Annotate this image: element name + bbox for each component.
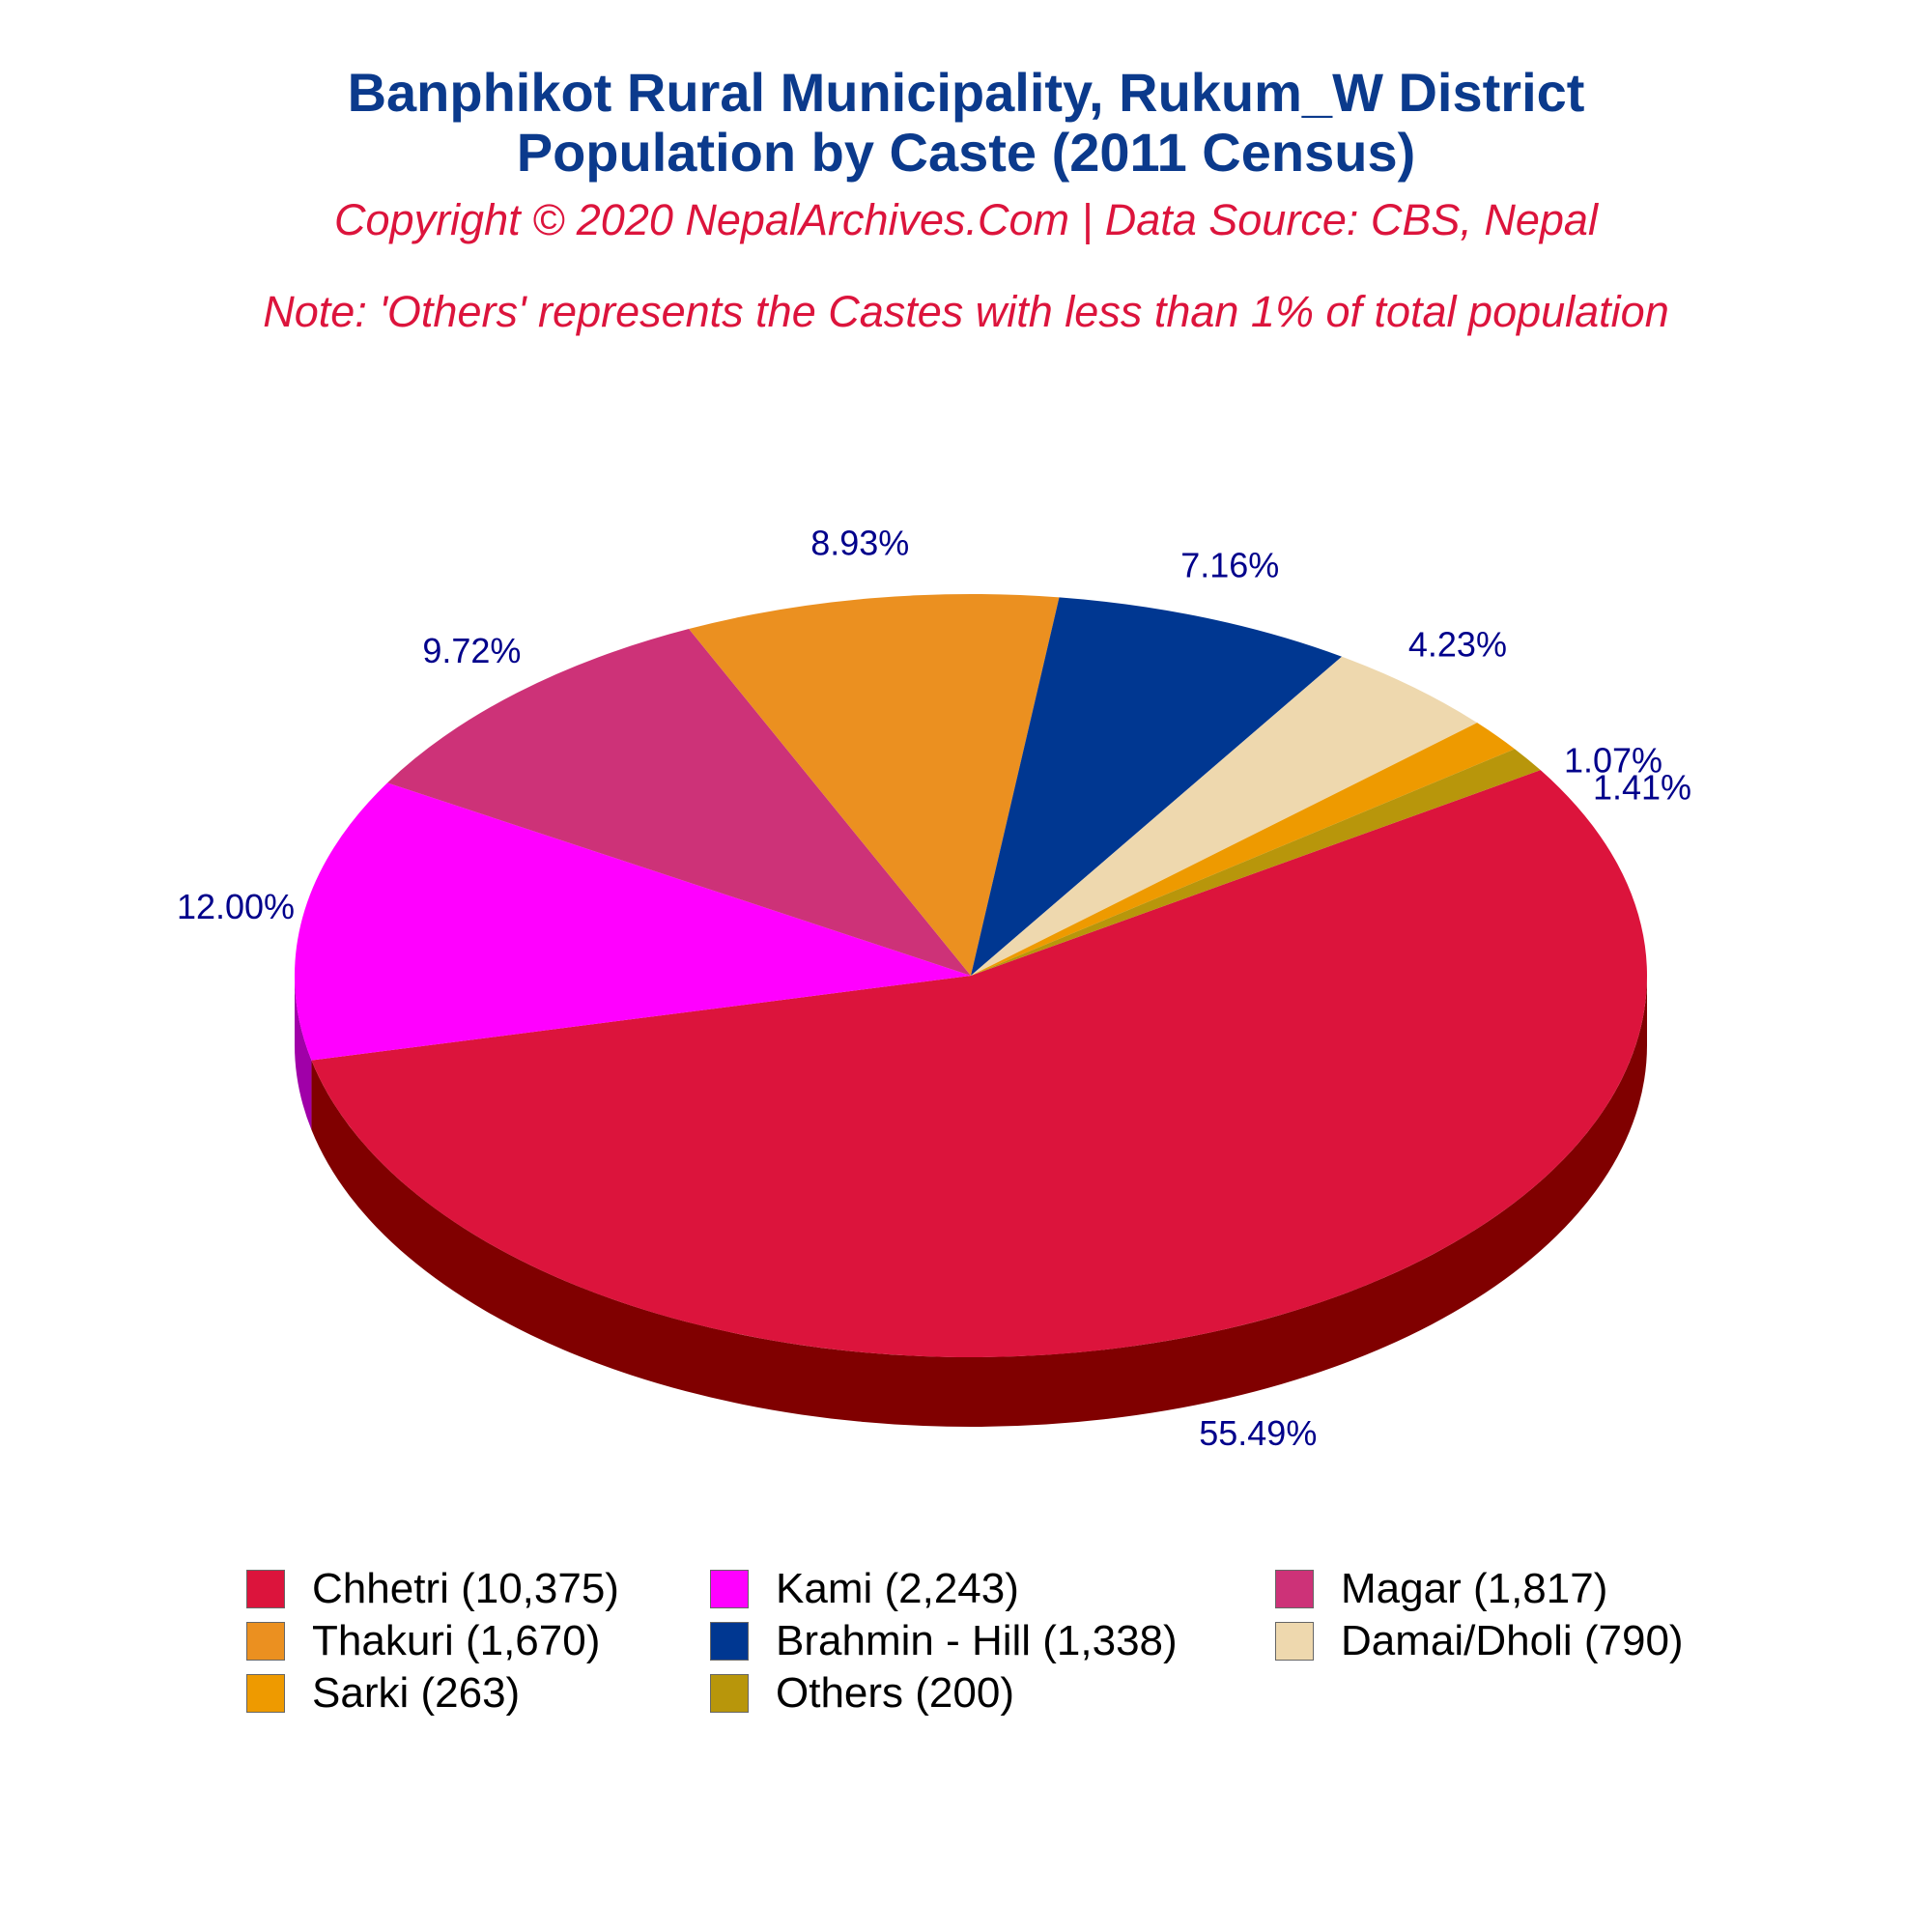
legend-label: Sarki (263)	[312, 1669, 521, 1717]
legend-swatch	[246, 1622, 285, 1661]
legend-label: Kami (2,243)	[776, 1565, 1019, 1612]
pie-slice-thakuri	[689, 594, 1060, 976]
pie-label-damai-dholi: 4.23%	[1408, 624, 1507, 664]
legend-item-sarki: Sarki (263)	[246, 1669, 520, 1718]
legend-swatch	[246, 1570, 285, 1608]
copyright-text: Copyright © 2020 NepalArchives.Com | Dat…	[334, 195, 1598, 244]
pie-label-magar: 9.72%	[422, 631, 521, 670]
pie-slices	[295, 594, 1648, 1357]
legend-label: Thakuri (1,670)	[312, 1617, 601, 1664]
pie-slice-others	[971, 749, 1541, 976]
legend-label: Others (200)	[776, 1669, 1014, 1717]
legend-item-kami: Kami (2,243)	[710, 1565, 1019, 1613]
pie-label-kami: 12.00%	[177, 887, 295, 926]
legend-item-damai-dholi: Damai/Dholi (790)	[1275, 1617, 1684, 1665]
legend-swatch	[246, 1674, 285, 1713]
pie-side-chhetri	[311, 976, 1648, 1427]
legend-item-chhetri: Chhetri (10,375)	[246, 1565, 619, 1613]
pie-slice-chhetri	[311, 770, 1648, 1357]
legend-item-others: Others (200)	[710, 1669, 1014, 1718]
legend-swatch	[710, 1570, 749, 1608]
pie-percent-labels: 55.49% 12.00% 9.72% 8.93% 7.16% 4.23% 1.41%1.0…	[177, 524, 1691, 1453]
chart-title-line-1: Banphikot Rural Municipality, Rukum_W Di…	[347, 62, 1585, 123]
legend-label: Magar (1,817)	[1341, 1565, 1608, 1612]
legend-label: Damai/Dholi (790)	[1341, 1617, 1684, 1664]
pie-side-walls	[295, 976, 1648, 1427]
pie-label-others: 1.07%	[1564, 741, 1662, 781]
legend-item-thakuri: Thakuri (1,670)	[246, 1617, 600, 1665]
legend-label: Brahmin - Hill (1,338)	[776, 1617, 1178, 1664]
legend-label: Chhetri (10,375)	[312, 1565, 619, 1612]
legend-item-magar: Magar (1,817)	[1275, 1565, 1607, 1613]
pie-slice-sarki	[971, 723, 1516, 976]
legend-swatch	[710, 1674, 749, 1713]
legend-swatch	[710, 1622, 749, 1661]
chart-title-line-2: Population by Caste (2011 Census)	[516, 122, 1416, 183]
pie-label-chhetri: 55.49%	[1199, 1413, 1317, 1453]
pie-label-sarki: 1.41%	[1593, 768, 1691, 808]
pie-slice-brahmin-hill	[971, 597, 1343, 976]
legend-item-brahmin-hill: Brahmin - Hill (1,338)	[710, 1617, 1178, 1665]
legend-swatch	[1275, 1570, 1314, 1608]
note-text: Note: 'Others' represents the Castes wit…	[263, 287, 1669, 336]
pie-label-brahmin-hill: 7.16%	[1180, 546, 1279, 585]
pie-slice-magar	[387, 628, 972, 976]
pie-label-thakuri: 8.93%	[810, 524, 909, 563]
pie-slice-damai-dholi	[971, 656, 1478, 976]
pie-side-kami	[295, 976, 312, 1130]
pie-slice-kami	[295, 782, 971, 1061]
legend-swatch	[1275, 1622, 1314, 1661]
